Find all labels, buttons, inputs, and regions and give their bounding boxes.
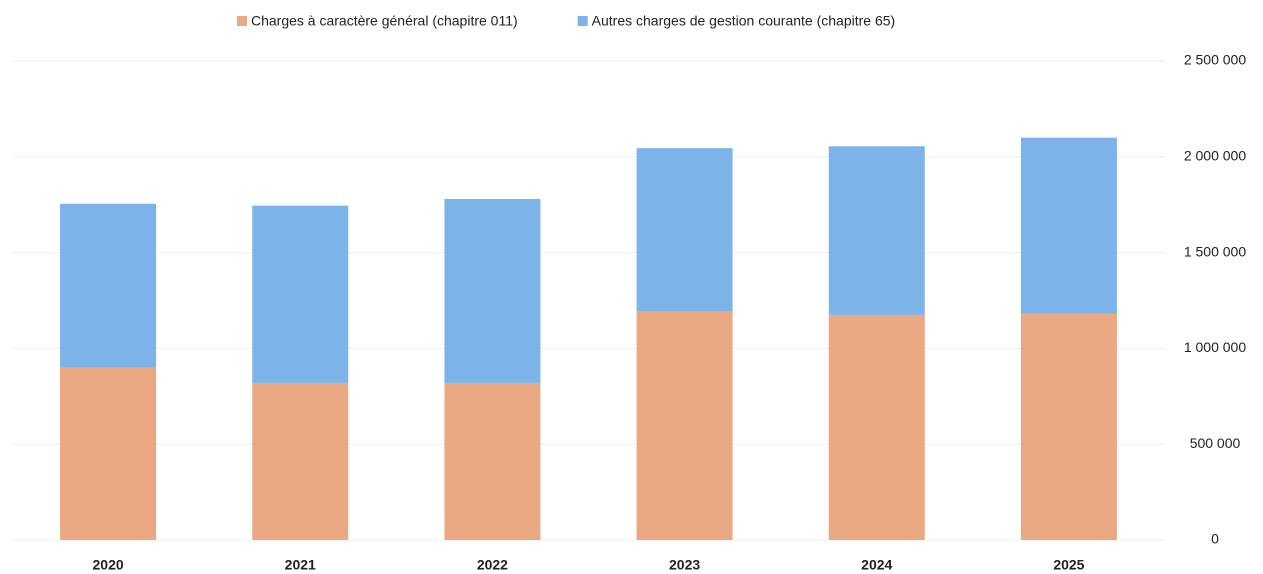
bar-segment [60,367,157,540]
x-tick-label: 2021 [285,557,316,573]
legend-swatch [237,16,247,26]
y-tick-label: 2 500 000 [1184,52,1246,68]
legend-label: Charges à caractère général (chapitre 01… [251,13,518,29]
y-tick-label: 500 000 [1190,435,1241,451]
bar-segment [1020,137,1117,314]
y-tick-label: 0 [1211,531,1219,547]
bar-segment [1020,313,1117,540]
bar-segment [252,382,349,540]
bar-segment [60,203,157,368]
bar-segment [828,314,925,540]
y-tick-label: 1 000 000 [1184,339,1246,355]
x-tick-label: 2023 [669,557,700,573]
bar-segment [444,198,541,383]
bar-segment [636,148,733,312]
x-tick-label: 2020 [93,557,124,573]
x-tick-label: 2022 [477,557,508,573]
bar-segment [828,146,925,315]
y-tick-label: 2 000 000 [1184,148,1246,164]
bar-segment [444,382,541,540]
y-tick-label: 1 500 000 [1184,243,1246,259]
x-tick-label: 2025 [1053,557,1084,573]
legend-swatch [577,16,588,26]
x-tick-label: 2024 [861,557,892,573]
bar-segment [636,311,733,540]
bar-segment [252,205,349,383]
legend-label: Autres charges de gestion courante (chap… [592,13,896,29]
